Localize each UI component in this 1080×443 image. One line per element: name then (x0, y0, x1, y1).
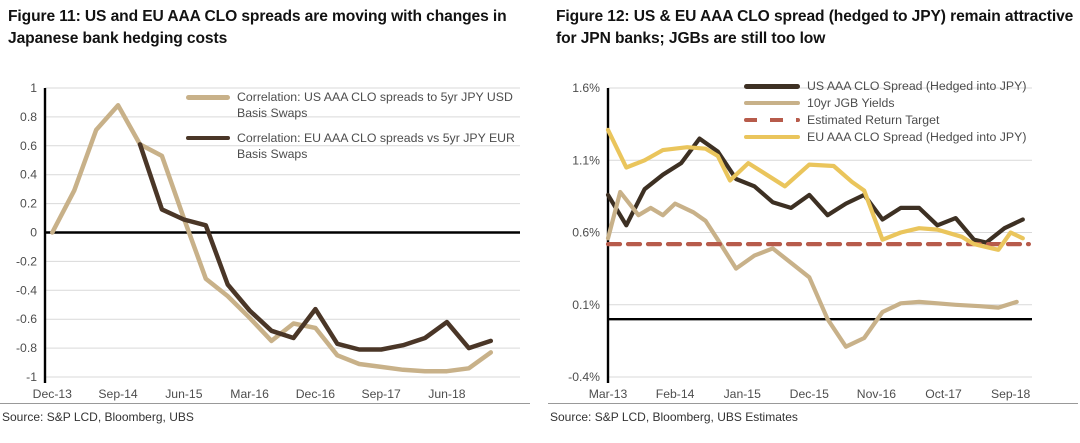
x-tick-label: Sep-14 (98, 387, 138, 401)
x-tick-label: Sep-18 (991, 387, 1031, 401)
y-tick-label: 0.1% (572, 298, 600, 312)
figure-11-source: Source: S&P LCD, Bloomberg, UBS (0, 403, 530, 424)
x-tick-label: Mar-13 (589, 387, 628, 401)
legend-item: US AAA CLO Spread (Hedged into JPY) (744, 79, 1080, 95)
x-tick-label: Oct-17 (925, 387, 962, 401)
x-tick-label: Sep-17 (361, 387, 401, 401)
figure-11: Figure 11: US and EU AAA CLO spreads are… (0, 0, 532, 443)
figure-11-chart-canvas: 1 0.8 0.6 0.4 0.2 0 -0.2 -0.4 -0.6 -0.8 -1 Dec-13 Se… (16, 81, 520, 401)
series-line-0 (605, 136, 1025, 245)
y-tick-label: 0.4 (20, 168, 37, 182)
x-tick-label: Dec-15 (790, 387, 830, 401)
legend-item: Correlation: EU AAA CLO spreads vs 5yr J… (186, 131, 532, 163)
legend-swatch-line (744, 117, 800, 123)
legend-swatch-line (744, 134, 800, 140)
x-tick-label: Dec-16 (296, 387, 336, 401)
x-tick-label: Dec-13 (33, 387, 73, 401)
legend-label: Correlation: EU AAA CLO spreads vs 5yr J… (237, 130, 515, 161)
legend-item: Correlation: US AAA CLO spreads to 5yr J… (186, 90, 532, 122)
y-tick-label: -0.2 (16, 254, 37, 268)
figure-12-title: Figure 12: US & EU AAA CLO spread (hedge… (556, 8, 1074, 48)
legend-item: Estimated Return Target (744, 113, 1080, 129)
y-tick-label: -0.8 (16, 341, 37, 355)
y-tick-label: 0.6% (572, 226, 600, 240)
legend-label: US AAA CLO Spread (Hedged into JPY) (807, 79, 1027, 93)
figure-11-legend: Correlation: US AAA CLO spreads to 5yr J… (186, 90, 532, 172)
y-tick-label: 1.1% (572, 153, 600, 167)
y-tick-label: -0.4 (16, 283, 37, 297)
figure-12-legend: US AAA CLO Spread (Hedged into JPY) 10yr … (744, 79, 1080, 147)
figure-11-title: Figure 11: US and EU AAA CLO spreads are… (8, 8, 507, 48)
legend-item: 10yr JGB Yields (744, 96, 1080, 112)
figure-12-chart-canvas: 1.6% 1.1% 0.6% 0.1% -0.4% Mar-13 Feb-14 Jan-15 D… (568, 81, 1032, 401)
y-tick-label: 1 (30, 81, 37, 95)
x-tick-label: Jun-15 (165, 387, 202, 401)
series-line-0 (50, 103, 494, 374)
legend-label: EU AAA CLO Spread (Hedged into JPY) (807, 129, 1027, 144)
x-tick-label: Feb-14 (656, 387, 695, 401)
y-tick-label: 0.8 (20, 110, 37, 124)
legend-item: EU AAA CLO Spread (Hedged into JPY) (744, 130, 1080, 146)
y-tick-label: -0.4% (568, 370, 600, 384)
y-tick-label: 0.6 (20, 139, 37, 153)
y-tick-label: 0 (30, 226, 37, 240)
series-line-1 (137, 142, 494, 352)
series-line-3 (605, 127, 1025, 252)
legend-swatch-line (186, 135, 230, 141)
x-tick-label: Nov-16 (857, 387, 897, 401)
legend-label: 10yr JGB Yields (807, 95, 895, 110)
figure-12: Figure 12: US & EU AAA CLO spread (hedge… (548, 0, 1080, 443)
legend-swatch-line (186, 95, 230, 100)
y-tick-label: -0.6 (16, 312, 37, 326)
x-tick-label: Mar-16 (230, 387, 269, 401)
legend-swatch-line (744, 84, 800, 89)
y-tick-label: 0.2 (20, 197, 37, 211)
y-tick-label: -1 (26, 370, 37, 384)
y-tick-label: 1.6% (572, 81, 600, 95)
legend-label: Estimated Return Target (807, 112, 940, 127)
figure-12-source: Source: S&P LCD, Bloomberg, UBS Estimate… (548, 403, 1078, 424)
legend-swatch-line (744, 100, 800, 106)
x-tick-label: Jan-15 (724, 387, 761, 401)
x-tick-label: Jun-18 (428, 387, 465, 401)
series-line-1 (605, 189, 1019, 349)
legend-label: Correlation: US AAA CLO spreads to 5yr J… (237, 90, 513, 120)
